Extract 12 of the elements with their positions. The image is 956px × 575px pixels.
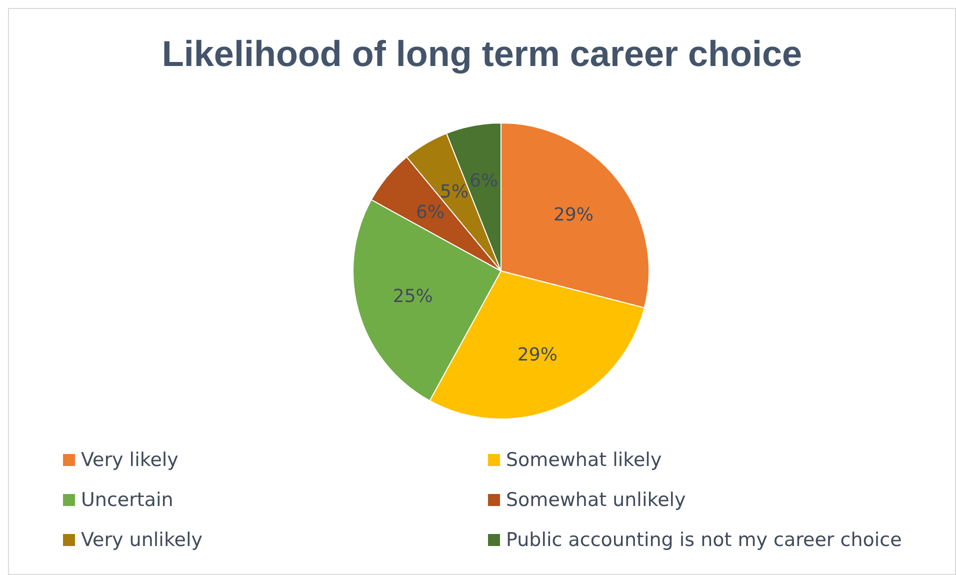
- legend-label: Very likely: [81, 449, 178, 471]
- legend-label: Uncertain: [81, 489, 174, 511]
- legend-label: Somewhat unlikely: [506, 489, 686, 511]
- data-label: 25%: [392, 286, 433, 308]
- legend-label: Public accounting is not my career choice: [506, 529, 902, 551]
- data-label: 6%: [416, 202, 445, 224]
- data-label: 5%: [440, 182, 469, 203]
- chart-title: Likelihood of long term career choice: [160, 33, 804, 75]
- legend-label: Somewhat likely: [506, 449, 662, 471]
- data-label: 29%: [553, 204, 594, 226]
- data-label: 29%: [517, 344, 558, 366]
- legend-label: Very unlikely: [81, 529, 202, 551]
